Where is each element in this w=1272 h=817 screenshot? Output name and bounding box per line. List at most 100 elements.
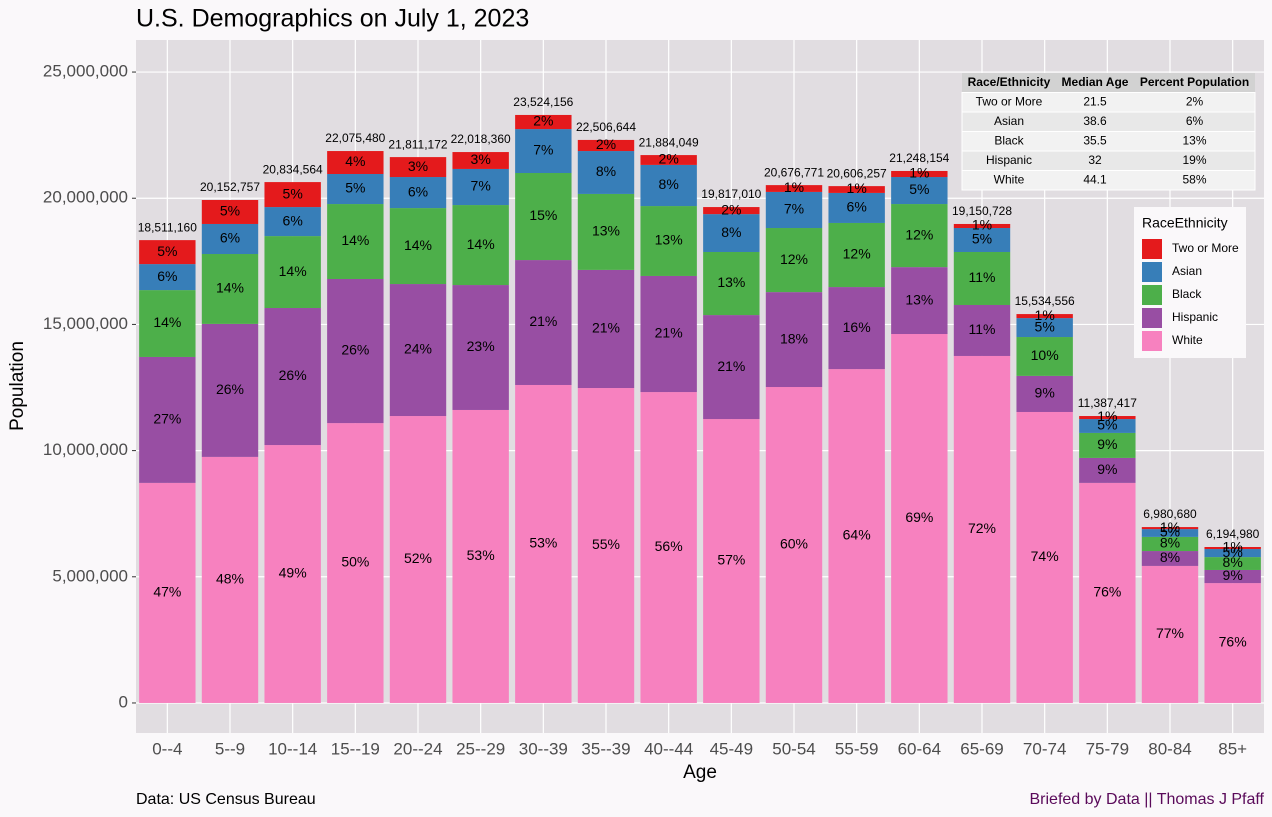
value-label: 8% — [1160, 535, 1180, 551]
bar-segment — [264, 308, 321, 446]
legend-swatch — [1142, 285, 1162, 305]
total-label: 21,248,154 — [889, 151, 949, 165]
legend-swatch — [1142, 308, 1162, 328]
value-label: 6% — [847, 199, 867, 215]
value-label: 6% — [157, 268, 177, 284]
value-label: 5% — [972, 231, 992, 247]
x-tick-label: 55-59 — [835, 739, 878, 758]
y-tick-label: 10,000,000 — [43, 440, 128, 459]
value-label: 2% — [596, 136, 616, 152]
total-label: 21,884,049 — [639, 135, 699, 149]
value-label: 5% — [909, 181, 929, 197]
bar-segment — [953, 228, 1011, 252]
value-label: 2% — [721, 201, 741, 217]
bar-segment — [640, 275, 697, 393]
value-label: 1% — [1223, 539, 1243, 555]
value-label: 11% — [969, 269, 996, 285]
bar-segment — [264, 445, 321, 703]
total-label: 22,018,360 — [451, 132, 511, 146]
bar-segment — [264, 207, 321, 237]
table-cell: Two or More — [976, 94, 1043, 108]
bar-segment — [828, 186, 885, 193]
value-label: 26% — [279, 367, 307, 383]
value-label: 49% — [279, 565, 307, 581]
value-label: 1% — [972, 217, 992, 233]
value-label: 1% — [1160, 519, 1180, 535]
bar-segment — [139, 264, 196, 291]
legend-label: Asian — [1172, 264, 1202, 278]
value-label: 21% — [529, 313, 557, 329]
bar-segment — [264, 236, 321, 309]
bar-segment — [953, 355, 1011, 703]
value-label: 9% — [1223, 567, 1243, 583]
bar-segment — [1141, 527, 1199, 530]
value-label: 5% — [220, 203, 240, 219]
bar-segment — [201, 223, 259, 255]
value-label: 55% — [592, 536, 620, 552]
table-header-bg — [962, 73, 1255, 93]
value-label: 7% — [533, 142, 553, 158]
table-row-bg — [961, 170, 1256, 191]
x-tick-label: 70-74 — [1023, 739, 1066, 758]
value-label: 24% — [404, 341, 432, 357]
value-label: 5% — [283, 185, 303, 201]
y-tick-label: 5,000,000 — [52, 566, 128, 585]
bar-segment — [139, 290, 196, 357]
bar-segment — [1204, 549, 1261, 558]
total-label: 19,150,728 — [952, 204, 1012, 218]
bar-segment — [765, 387, 823, 703]
bar-segment — [327, 204, 384, 279]
total-label: 22,506,644 — [576, 120, 636, 134]
value-label: 77% — [1156, 625, 1184, 641]
table-cell: 58% — [1182, 172, 1206, 186]
value-label: 8% — [596, 163, 616, 179]
bar-segment — [828, 369, 885, 703]
value-label: 76% — [1093, 584, 1121, 600]
bar-segment — [452, 152, 509, 169]
bar-segment — [703, 214, 760, 252]
bar-segment — [389, 208, 447, 285]
value-label: 72% — [968, 520, 996, 536]
value-label: 4% — [345, 153, 365, 169]
value-label: 1% — [1035, 307, 1055, 323]
bar-segment — [515, 172, 572, 261]
value-label: 5% — [1223, 544, 1243, 560]
value-label: 1% — [847, 180, 867, 196]
value-label: 10% — [1031, 347, 1059, 363]
table-header: Median Age — [1062, 75, 1129, 89]
total-label: 23,524,156 — [513, 95, 573, 109]
bar-segment — [1016, 337, 1073, 376]
value-label: 26% — [216, 381, 244, 397]
bar-segment — [201, 200, 259, 224]
bar-segment — [640, 206, 697, 276]
value-label: 8% — [1223, 554, 1243, 570]
value-label: 13% — [655, 232, 683, 248]
total-label: 15,534,556 — [1015, 294, 1075, 308]
value-label: 14% — [279, 263, 307, 279]
bar-segment — [577, 139, 635, 152]
x-tick-label: 45-49 — [710, 739, 753, 758]
bar-segment — [1204, 569, 1261, 584]
x-tick-label: 60-64 — [898, 739, 941, 758]
bar-segment — [1141, 551, 1199, 566]
bar-segment — [828, 222, 885, 288]
bar-segment — [327, 423, 384, 703]
bar-segment — [452, 168, 509, 206]
value-label: 13% — [905, 291, 933, 307]
value-label: 1% — [909, 165, 929, 181]
bar-segment — [1016, 375, 1073, 412]
x-tick-label: 0--4 — [152, 739, 182, 758]
table-cell: 44.1 — [1083, 172, 1107, 186]
x-axis-title: Age — [683, 762, 717, 783]
table-cell: White — [994, 172, 1025, 186]
table-cell: 32 — [1088, 153, 1102, 167]
bar-segment — [1016, 411, 1073, 703]
value-label: 6% — [220, 230, 240, 246]
bar-segment — [515, 384, 572, 703]
bar-segment — [1016, 314, 1073, 319]
bar-segment — [452, 409, 509, 703]
bar-segment — [327, 174, 384, 205]
value-label: 60% — [780, 536, 808, 552]
bar-segment — [515, 260, 572, 385]
table-cell: 38.6 — [1083, 114, 1107, 128]
